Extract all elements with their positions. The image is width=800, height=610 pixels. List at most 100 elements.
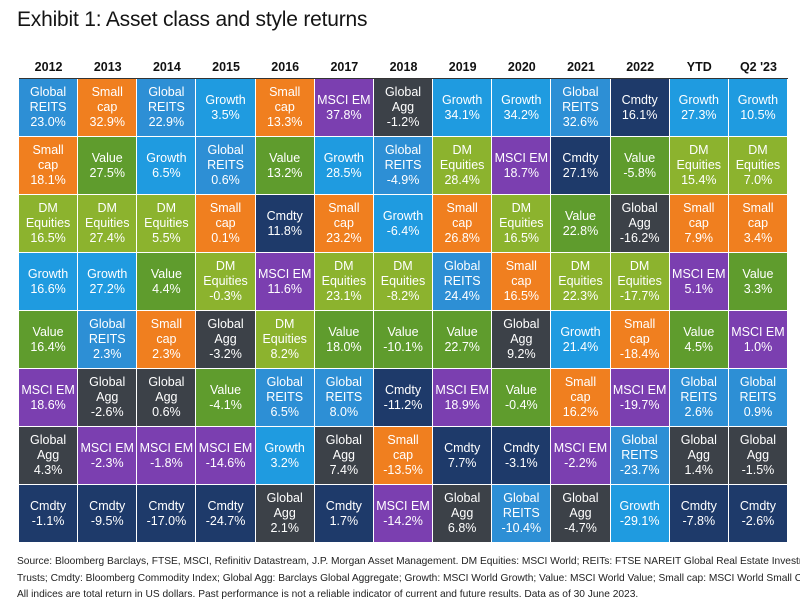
return-value: -23.7%: [619, 463, 660, 477]
return-cell: Cmdty -7.8%: [669, 485, 729, 543]
return-value: -29.1%: [619, 513, 660, 528]
asset-label: Growth: [501, 92, 542, 107]
return-cell: Value -0.4%: [492, 369, 552, 427]
return-cell: MSCI EM -2.3%: [78, 427, 138, 485]
asset-label: Agg: [451, 506, 474, 520]
asset-label: Value: [387, 324, 419, 339]
rank-row: Global Agg 4.3% MSCI EM -2.3% MSCI EM -1.8% MSC…: [19, 427, 789, 485]
return-cell: Global REITS 8.0%: [314, 369, 374, 427]
asset-label: Small: [742, 201, 774, 215]
asset-label: Equities: [676, 158, 722, 172]
asset-label: Global: [207, 317, 244, 331]
asset-label: REITS: [325, 390, 363, 404]
rank-row: Value 16.4% Global REITS 2.3% Small cap 2.3% Glo…: [19, 311, 789, 369]
asset-label: Agg: [332, 448, 355, 462]
asset-label: Cmdty: [739, 498, 777, 513]
asset-label: Growth: [323, 150, 364, 165]
return-value: 5.5%: [152, 231, 181, 245]
asset-label: Equities: [380, 274, 426, 288]
return-value: 7.7%: [447, 455, 477, 470]
asset-label: Cmdty: [444, 440, 481, 455]
return-value: 18.0%: [326, 339, 362, 354]
asset-label: Growth: [87, 266, 128, 281]
return-value: 27.5%: [89, 165, 125, 180]
return-cell: DM Equities 8.2%: [255, 311, 315, 369]
asset-label: Small: [209, 201, 242, 215]
asset-label: Value: [564, 208, 596, 223]
return-cell: Small cap 3.4%: [728, 195, 789, 253]
return-cell: Growth 34.2%: [492, 79, 552, 137]
asset-label: Global: [503, 491, 540, 505]
return-cell: Value 22.8%: [551, 195, 611, 253]
return-cell: Value 27.5%: [78, 137, 138, 195]
return-cell: Global Agg -4.7%: [551, 485, 611, 543]
rank-row: MSCI EM 18.6% Global Agg -2.6% Global Agg 0.6% V…: [19, 369, 789, 427]
asset-label: cap: [215, 216, 236, 230]
return-cell: Cmdty 16.1%: [610, 79, 670, 137]
asset-label: Growth: [27, 266, 69, 281]
return-value: 2.1%: [270, 521, 299, 535]
return-value: -10.4%: [501, 521, 542, 535]
asset-label: Growth: [205, 92, 246, 107]
return-cell: DM Equities 22.3%: [551, 253, 611, 311]
return-cell: Cmdty -17.0%: [137, 485, 197, 543]
return-value: 37.8%: [326, 107, 362, 122]
asset-label: Growth: [264, 440, 305, 455]
asset-label: Cmdty: [325, 498, 362, 513]
footnote-line: Trusts; Cmdty: Bloomberg Commodity Index…: [17, 572, 800, 584]
return-value: 27.4%: [89, 231, 125, 245]
return-cell: Global REITS 2.6%: [669, 369, 729, 427]
asset-label: Agg: [569, 506, 592, 520]
rank-row: Global REITS 23.0% Small cap 32.9% Global REITS…: [19, 79, 789, 137]
column-header: 2012: [34, 60, 63, 74]
return-cell: Global REITS -4.9%: [373, 137, 434, 195]
return-cell: MSCI EM 18.9%: [433, 369, 493, 427]
asset-label: DM: [629, 259, 650, 273]
return-cell: Global Agg 1.4%: [669, 427, 729, 485]
return-value: 23.1%: [326, 289, 362, 303]
asset-label: REITS: [266, 390, 304, 404]
return-value: 32.6%: [562, 115, 599, 129]
return-value: 7.4%: [329, 463, 359, 477]
return-value: 6.8%: [447, 521, 477, 535]
asset-label: Equities: [735, 158, 781, 172]
asset-label: REITS: [739, 390, 777, 404]
column-header: 2021: [567, 60, 595, 74]
return-value: 6.5%: [152, 165, 181, 180]
asset-label: Global: [384, 143, 422, 157]
asset-label: Global: [266, 491, 303, 505]
return-value: 24.4%: [444, 289, 480, 303]
asset-label: Global: [325, 375, 362, 389]
return-cell: Global REITS 2.3%: [78, 311, 138, 369]
return-value: 16.5%: [503, 231, 540, 245]
return-value: -11.2%: [383, 397, 423, 412]
asset-label: Global: [680, 375, 717, 389]
return-value: 23.2%: [326, 231, 362, 245]
asset-label: Value: [210, 382, 242, 397]
asset-label: Global: [562, 491, 599, 505]
asset-label: Value: [91, 150, 123, 165]
column-header-row: 2012 2013 2014 2015 2016 2017 2018 2019 2020 2021…: [19, 56, 788, 78]
returns-quilt-table: 2012 2013 2014 2015 2016 2017 2018 2019 2020 2021…: [19, 56, 789, 543]
asset-label: REITS: [502, 506, 540, 520]
column-header: Q2 '23: [739, 60, 777, 74]
return-value: 2.6%: [684, 405, 714, 419]
asset-label: Agg: [36, 448, 60, 462]
asset-label: Global: [148, 85, 185, 99]
asset-label: Agg: [391, 100, 415, 114]
return-value: 22.7%: [444, 339, 480, 354]
asset-label: Global: [89, 317, 126, 331]
asset-label: Equities: [617, 274, 662, 288]
return-cell: Small cap 13.3%: [255, 79, 315, 137]
asset-label: REITS: [384, 158, 422, 172]
asset-label: Global: [207, 143, 244, 157]
asset-label: Agg: [510, 332, 533, 346]
asset-label: MSCI EM: [612, 382, 667, 397]
return-value: 27.1%: [562, 165, 599, 180]
asset-label: MSCI EM: [80, 440, 134, 455]
return-cell: Global Agg 9.2%: [492, 311, 552, 369]
return-value: 1.7%: [329, 513, 359, 528]
return-value: -1.8%: [150, 455, 183, 470]
asset-label: Value: [32, 324, 64, 339]
asset-label: MSCI EM: [21, 382, 75, 397]
